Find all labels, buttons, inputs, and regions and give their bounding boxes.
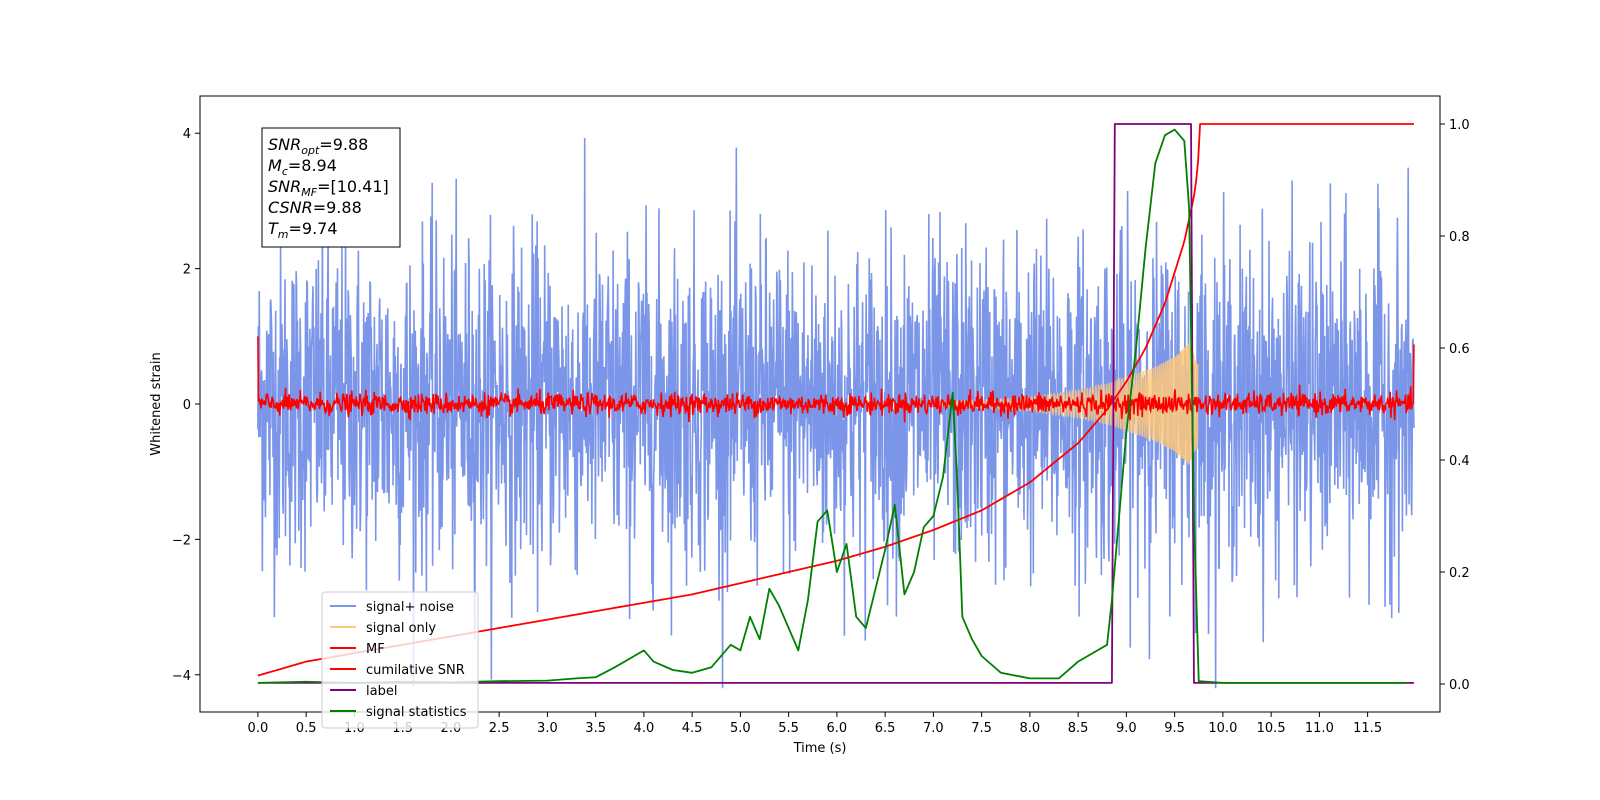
x-tick-label: 9.0 — [1116, 721, 1137, 736]
info-box-row: CSNR=9.88 — [268, 198, 362, 217]
legend-label: signal+ noise — [366, 600, 454, 615]
x-tick-label: 7.5 — [971, 721, 992, 736]
y-tick-label: 2 — [183, 263, 191, 278]
series-mf-line — [257, 336, 1415, 423]
y2-tick-label: 0.4 — [1449, 454, 1470, 469]
legend-label: signal only — [366, 621, 436, 636]
y-axis-label: Whitened strain — [149, 352, 164, 455]
x-tick-label: 8.0 — [1020, 721, 1041, 736]
y-tick-label: −2 — [172, 533, 191, 548]
legend-label: cumilative SNR — [366, 663, 465, 678]
x-tick-label: 0.0 — [248, 721, 269, 736]
x-tick-label: 6.5 — [875, 721, 896, 736]
x-tick-label: 0.5 — [296, 721, 317, 736]
x-tick-label: 9.5 — [1164, 721, 1185, 736]
x-tick-label: 4.0 — [634, 721, 655, 736]
legend-frame — [321, 591, 479, 729]
x-tick-label: 2.5 — [489, 721, 510, 736]
legend-label: MF — [366, 642, 385, 657]
info-box-row: Mc=8.94 — [268, 156, 337, 178]
series-signal-only-line — [932, 343, 1199, 465]
x-tick-label: 11.5 — [1353, 721, 1382, 736]
legend-label: label — [366, 684, 397, 699]
x-tick-label: 7.0 — [923, 721, 944, 736]
x-tick-label: 3.0 — [537, 721, 558, 736]
info-box-row: Tm=9.74 — [268, 219, 338, 241]
legend-label: signal statistics — [366, 705, 467, 720]
x-tick-label: 10.5 — [1257, 721, 1286, 736]
x-tick-label: 5.0 — [730, 721, 751, 736]
info-box-frame — [261, 127, 401, 248]
y-tick-label: −4 — [172, 669, 191, 684]
y2-tick-label: 0.8 — [1449, 230, 1470, 245]
info-box: SNRopt=9.88Mc=8.94SNRMF=[10.41]CSNR=9.88… — [261, 127, 401, 248]
y2-tick-label: 0.6 — [1449, 342, 1470, 357]
y2-tick-label: 1.0 — [1449, 118, 1470, 133]
x-tick-label: 5.5 — [778, 721, 799, 736]
x-tick-label: 8.5 — [1068, 721, 1089, 736]
legend: signal+ noise signal only MF cumilative SNR… — [321, 591, 479, 729]
y-tick-label: 0 — [183, 398, 191, 413]
x-tick-label: 6.0 — [827, 721, 848, 736]
x-tick-label: 10.0 — [1208, 721, 1237, 736]
y2-tick-label: 0.0 — [1449, 678, 1470, 693]
series-signal-statistics-line — [257, 128, 1407, 684]
x-axis-label: Time (s) — [793, 741, 847, 756]
info-box-row: SNRopt=9.88 — [268, 135, 368, 157]
y2-tick-label: 0.2 — [1449, 566, 1470, 581]
x-tick-label: 3.5 — [585, 721, 606, 736]
x-tick-label: 11.0 — [1305, 721, 1334, 736]
series-signal-noise-line — [257, 137, 1415, 689]
x-tick-label: 4.5 — [682, 721, 703, 736]
y-tick-label: 4 — [183, 127, 191, 142]
info-box-row: SNRMF=[10.41] — [268, 177, 389, 199]
